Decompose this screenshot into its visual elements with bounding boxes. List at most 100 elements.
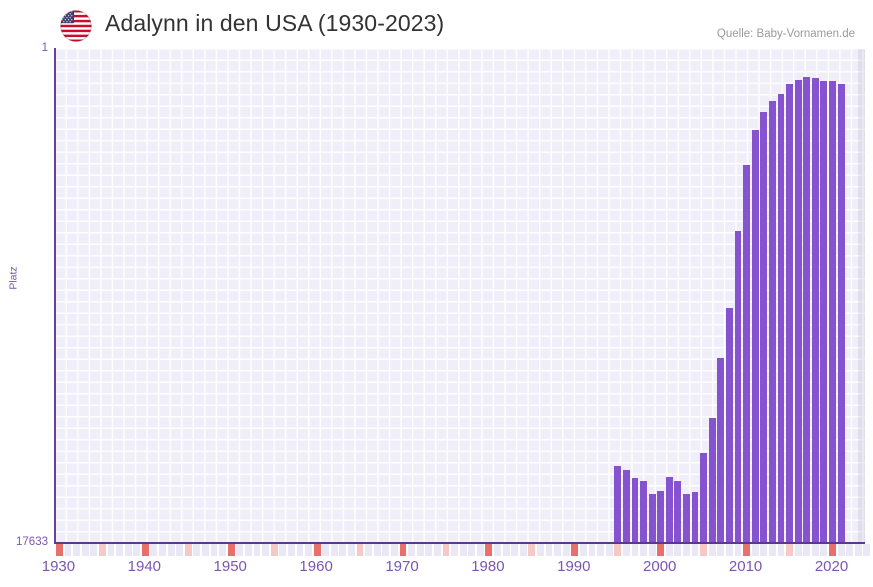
x-axis-tick bbox=[846, 544, 854, 556]
bar[interactable] bbox=[725, 307, 733, 542]
x-axis-labels: 1930 1940 1950 1960 1970 1980 1990 2000 2010 2020 bbox=[0, 558, 873, 582]
bar[interactable] bbox=[614, 465, 622, 542]
x-axis-tick bbox=[554, 544, 562, 556]
x-axis-tick bbox=[270, 544, 278, 556]
bar[interactable] bbox=[631, 478, 639, 542]
x-axis-tick bbox=[451, 544, 458, 556]
x-axis-tick bbox=[476, 544, 484, 556]
y-axis-top-label: 1 bbox=[41, 42, 48, 54]
x-axis-tick bbox=[150, 544, 158, 556]
bar[interactable] bbox=[622, 469, 630, 542]
bar[interactable] bbox=[734, 230, 742, 542]
x-axis-tick bbox=[605, 544, 613, 556]
bar[interactable] bbox=[691, 492, 699, 542]
x-axis-tick bbox=[502, 544, 510, 556]
x-axis-tick bbox=[287, 544, 295, 556]
bar[interactable] bbox=[648, 493, 656, 542]
x-axis-tick bbox=[725, 544, 733, 556]
x-axis-tick bbox=[494, 544, 501, 556]
source-attribution: Quelle: Baby-Vornamen.de bbox=[716, 28, 855, 40]
x-axis-tick bbox=[794, 544, 802, 556]
x-axis-tick bbox=[322, 544, 330, 556]
x-axis-tick-label: 2010 bbox=[728, 558, 763, 575]
bar[interactable] bbox=[803, 76, 811, 542]
bar[interactable] bbox=[760, 111, 768, 542]
x-axis-tick bbox=[305, 544, 312, 556]
x-axis-tick bbox=[648, 544, 656, 556]
x-axis-tick bbox=[64, 544, 72, 556]
x-axis-tick bbox=[803, 544, 811, 556]
bar[interactable] bbox=[820, 81, 828, 542]
bar[interactable] bbox=[700, 453, 708, 542]
x-axis-tick bbox=[708, 544, 716, 556]
x-axis-tick bbox=[390, 544, 398, 556]
bar[interactable] bbox=[657, 490, 665, 542]
x-axis-tick bbox=[81, 544, 89, 556]
bar[interactable] bbox=[708, 418, 716, 542]
x-axis-tick bbox=[184, 544, 192, 556]
y-axis-title: Platz bbox=[7, 266, 20, 290]
x-axis-tick bbox=[717, 544, 725, 556]
x-axis-tick bbox=[863, 544, 871, 556]
y-axis-line bbox=[54, 48, 56, 543]
x-axis-tick bbox=[356, 544, 364, 556]
x-axis-tick-label: 2020 bbox=[814, 558, 849, 575]
x-axis-tick bbox=[854, 544, 862, 556]
x-axis-tick bbox=[829, 544, 836, 556]
x-axis-tick bbox=[296, 544, 304, 556]
bar[interactable] bbox=[717, 357, 725, 542]
x-axis-tick bbox=[330, 544, 338, 556]
x-axis-tick-label: 1960 bbox=[299, 558, 333, 575]
x-axis-tick bbox=[760, 544, 768, 556]
x-axis-tick bbox=[382, 544, 390, 556]
bar[interactable] bbox=[768, 100, 776, 542]
x-axis-tick bbox=[416, 544, 424, 556]
x-axis-tick bbox=[665, 544, 673, 556]
x-axis-tick bbox=[339, 544, 347, 556]
x-axis-tick bbox=[253, 544, 261, 556]
bar-series bbox=[55, 49, 865, 542]
bar[interactable] bbox=[837, 83, 845, 542]
x-axis-tick-label: 1930 bbox=[41, 558, 76, 575]
x-axis-tick bbox=[657, 544, 665, 556]
x-axis-tick bbox=[159, 544, 166, 556]
bar[interactable] bbox=[665, 476, 673, 542]
x-axis-tick bbox=[433, 544, 441, 556]
x-axis-tick bbox=[588, 544, 596, 556]
bar[interactable] bbox=[829, 81, 836, 542]
bar[interactable] bbox=[811, 78, 819, 542]
x-axis-tick bbox=[116, 544, 123, 556]
bar[interactable] bbox=[683, 493, 690, 542]
x-axis-tick bbox=[734, 544, 742, 556]
x-axis-tick bbox=[348, 544, 355, 556]
bar[interactable] bbox=[786, 83, 793, 542]
bar[interactable] bbox=[743, 165, 751, 542]
x-axis-tick bbox=[202, 544, 209, 556]
x-axis-tick bbox=[408, 544, 416, 556]
x-axis-tick bbox=[98, 544, 106, 556]
x-axis-tick bbox=[751, 544, 759, 556]
bar[interactable] bbox=[674, 480, 682, 542]
x-axis-tick bbox=[365, 544, 373, 556]
bar[interactable] bbox=[751, 130, 759, 542]
shaded-band bbox=[857, 49, 865, 542]
bar[interactable] bbox=[794, 79, 802, 542]
x-axis-tick bbox=[107, 544, 115, 556]
x-axis-tick bbox=[219, 544, 227, 556]
x-axis-tick bbox=[133, 544, 141, 556]
x-axis-tick bbox=[562, 544, 570, 556]
x-axis-tick bbox=[459, 544, 467, 556]
x-axis-tick bbox=[820, 544, 828, 556]
x-axis-tick bbox=[442, 544, 450, 556]
x-axis-tick bbox=[193, 544, 201, 556]
x-axis-tick bbox=[227, 544, 235, 556]
x-axis-tick bbox=[683, 544, 690, 556]
x-axis-tick bbox=[210, 544, 218, 556]
bar[interactable] bbox=[640, 480, 647, 542]
page-title: Adalynn in den USA (1930-2023) bbox=[105, 10, 445, 36]
x-axis-tick bbox=[579, 544, 587, 556]
x-axis-tick bbox=[167, 544, 175, 556]
x-axis-tick-label: 1950 bbox=[213, 558, 247, 575]
bar[interactable] bbox=[777, 93, 785, 542]
